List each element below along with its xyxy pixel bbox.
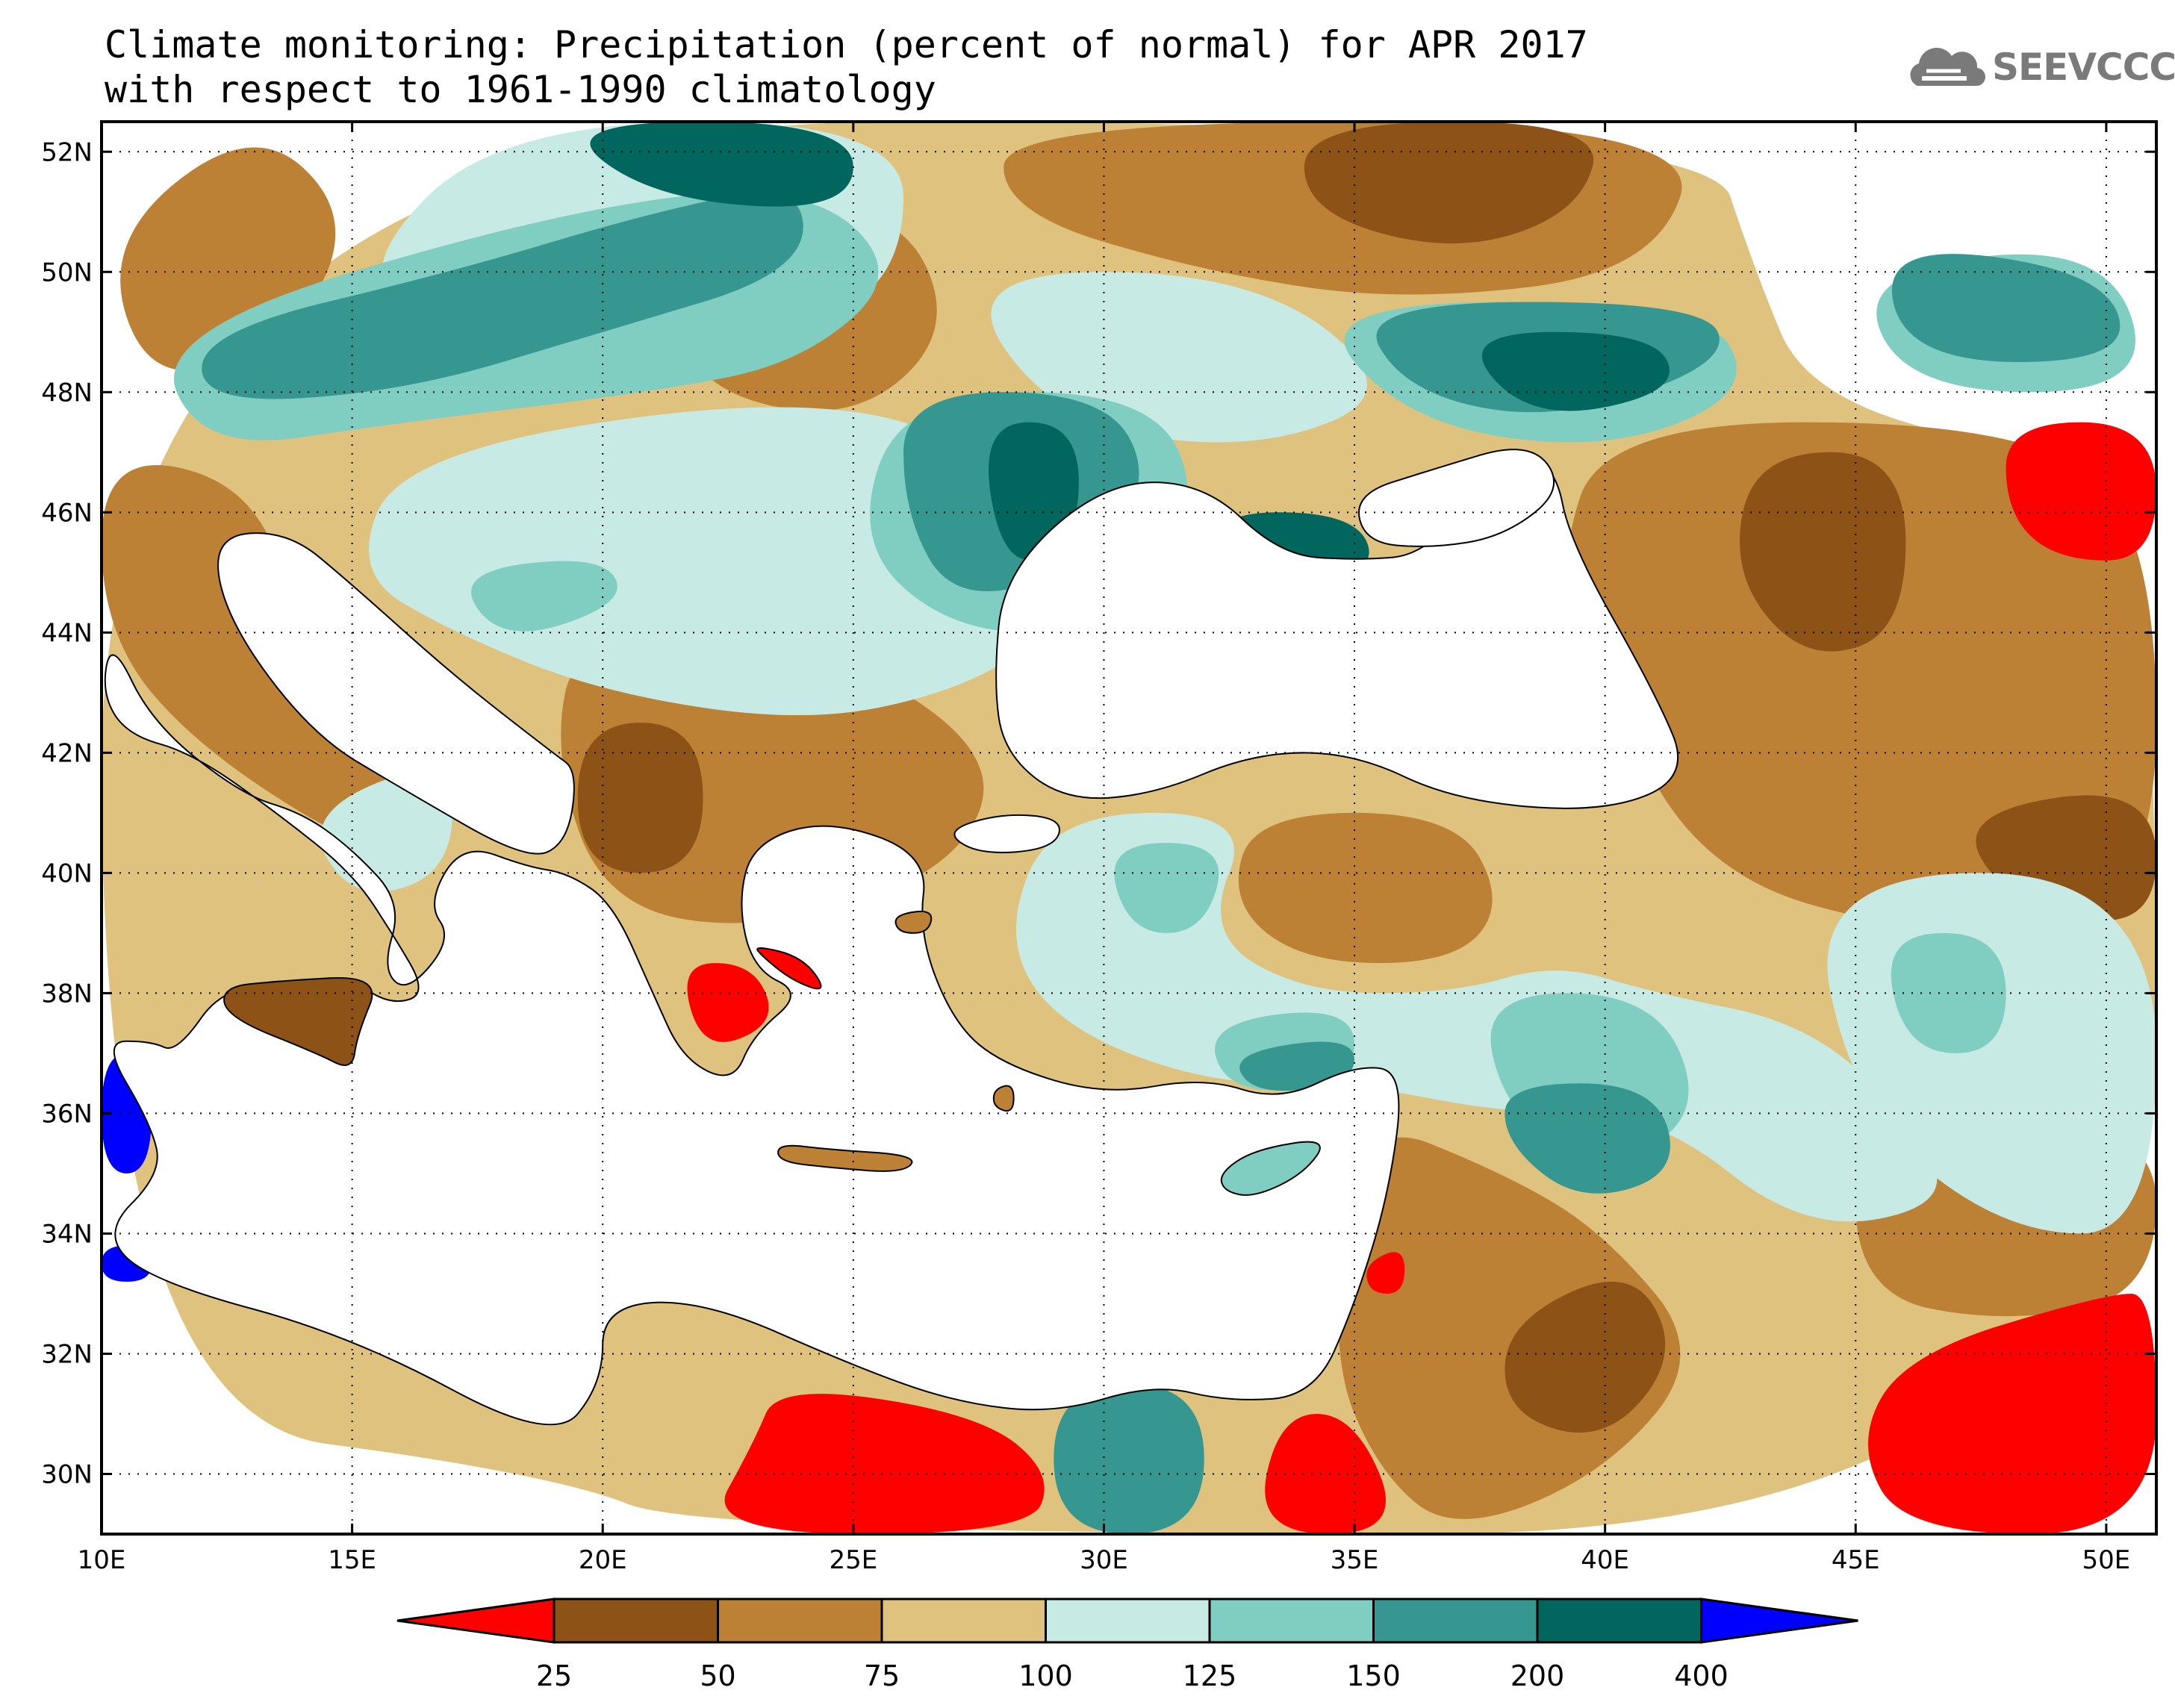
lat-tick-label: 30N bbox=[41, 1459, 93, 1489]
lat-tick-label: 38N bbox=[41, 979, 93, 1009]
map-title: Climate monitoring: Precipitation (perce… bbox=[105, 22, 1588, 112]
sea-of-azov bbox=[1357, 449, 1555, 547]
lon-tick-label: 40E bbox=[1581, 1545, 1629, 1575]
colorbar-swatch-low bbox=[396, 1598, 556, 1644]
lon-tick-label: 50E bbox=[2082, 1545, 2131, 1575]
region-50-75 bbox=[1238, 812, 1493, 964]
region-25-50 bbox=[1304, 122, 1594, 243]
colorbar-label: 25 bbox=[536, 1659, 572, 1692]
cyprus bbox=[1220, 1141, 1321, 1196]
black-sea bbox=[995, 457, 1679, 809]
lon-tick-label: 45E bbox=[1832, 1545, 1880, 1575]
plot-frame bbox=[100, 120, 2158, 1536]
adriatic-sea bbox=[217, 532, 575, 855]
colorbar-label: 100 bbox=[1018, 1659, 1073, 1692]
region-lt25 bbox=[1366, 1252, 1405, 1294]
lon-tick-label: 15E bbox=[328, 1545, 376, 1575]
lon-tick-label: 30E bbox=[1080, 1545, 1128, 1575]
lon-tick-label: 35E bbox=[1331, 1545, 1379, 1575]
colorbar-label: 400 bbox=[1674, 1659, 1729, 1692]
colorbar: 25 50 75 100 125 150 200 400 bbox=[396, 1598, 1858, 1692]
colorbar-label: 200 bbox=[1510, 1659, 1565, 1692]
colorbar-label: 75 bbox=[864, 1659, 900, 1692]
lon-tick-label: 25E bbox=[829, 1545, 877, 1575]
colorbar-swatch bbox=[1045, 1598, 1211, 1644]
region-150-200 bbox=[1891, 254, 2120, 362]
region-lt25 bbox=[1265, 1414, 1387, 1534]
lesbos bbox=[894, 910, 933, 934]
lat-tick-label: 46N bbox=[41, 498, 93, 528]
colorbar-swatch bbox=[553, 1598, 719, 1644]
lat-tick-label: 44N bbox=[41, 618, 93, 648]
colorbar-swatch-high bbox=[1700, 1598, 1858, 1644]
lat-tick-label: 36N bbox=[41, 1099, 93, 1129]
title-line-2: with respect to 1961-1990 climatology bbox=[105, 68, 936, 111]
logo-text: SEEVCCC bbox=[1992, 46, 2175, 89]
region-25-50 bbox=[1740, 452, 1906, 652]
lat-tick-label: 32N bbox=[41, 1339, 93, 1369]
region-200-400 bbox=[590, 122, 853, 207]
region-lt25 bbox=[687, 963, 769, 1042]
region-50-75 bbox=[1567, 422, 2156, 933]
colorbar-swatch bbox=[1372, 1598, 1539, 1644]
seevccc-logo: SEEVCCC bbox=[1904, 41, 2175, 93]
mediterranean-sea bbox=[104, 654, 1400, 1426]
euboea bbox=[756, 947, 822, 990]
marmara-sea bbox=[953, 814, 1060, 853]
region-150-200 bbox=[202, 193, 803, 399]
precipitation-regions bbox=[102, 122, 2156, 1534]
region-150-200 bbox=[1505, 1083, 1670, 1194]
region-lt25 bbox=[1868, 1294, 2156, 1534]
sea-masks bbox=[104, 449, 1679, 1426]
region-125-150 bbox=[471, 561, 617, 632]
region-125-150 bbox=[1114, 843, 1219, 933]
region-lt25 bbox=[724, 1394, 1045, 1534]
colorbar-label: 150 bbox=[1346, 1659, 1401, 1692]
crete bbox=[777, 1144, 913, 1172]
lat-tick-label: 40N bbox=[41, 858, 93, 888]
region-150-200 bbox=[1054, 1383, 1204, 1534]
region-200-400 bbox=[1481, 331, 1670, 411]
lat-tick-label: 42N bbox=[41, 738, 93, 768]
region-lt25 bbox=[2006, 422, 2156, 561]
region-25-50 bbox=[1505, 1281, 1666, 1433]
colorbar-swatch bbox=[717, 1598, 883, 1644]
colorbar-swatch bbox=[1208, 1598, 1375, 1644]
region-25-50 bbox=[577, 723, 703, 873]
colorbar-swatch bbox=[1536, 1598, 1702, 1644]
colorbar-label: 50 bbox=[700, 1659, 735, 1692]
lat-tick-label: 52N bbox=[41, 137, 93, 167]
lat-tick-label: 48N bbox=[41, 378, 93, 408]
dotted-grid bbox=[102, 122, 2156, 1534]
lon-tick-label: 20E bbox=[579, 1545, 627, 1575]
colorbar-label: 125 bbox=[1183, 1659, 1237, 1692]
lat-tick-label: 50N bbox=[41, 258, 93, 287]
title-line-1: Climate monitoring: Precipitation (perce… bbox=[105, 23, 1588, 66]
lat-tick-label: 34N bbox=[41, 1219, 93, 1249]
rhodes bbox=[992, 1085, 1015, 1112]
region-100-125 bbox=[1016, 812, 1938, 1222]
sicily bbox=[223, 976, 373, 1066]
cloud-icon bbox=[1910, 47, 1986, 87]
colorbar-swatch bbox=[880, 1598, 1047, 1644]
axis-ticks: 52N 50N 48N 46N 44N 42N 40N 38N 36N 34N 32N 30N 10E 1… bbox=[41, 122, 2156, 1575]
region-150-200 bbox=[1239, 1041, 1354, 1091]
lon-tick-label: 10E bbox=[78, 1545, 126, 1575]
